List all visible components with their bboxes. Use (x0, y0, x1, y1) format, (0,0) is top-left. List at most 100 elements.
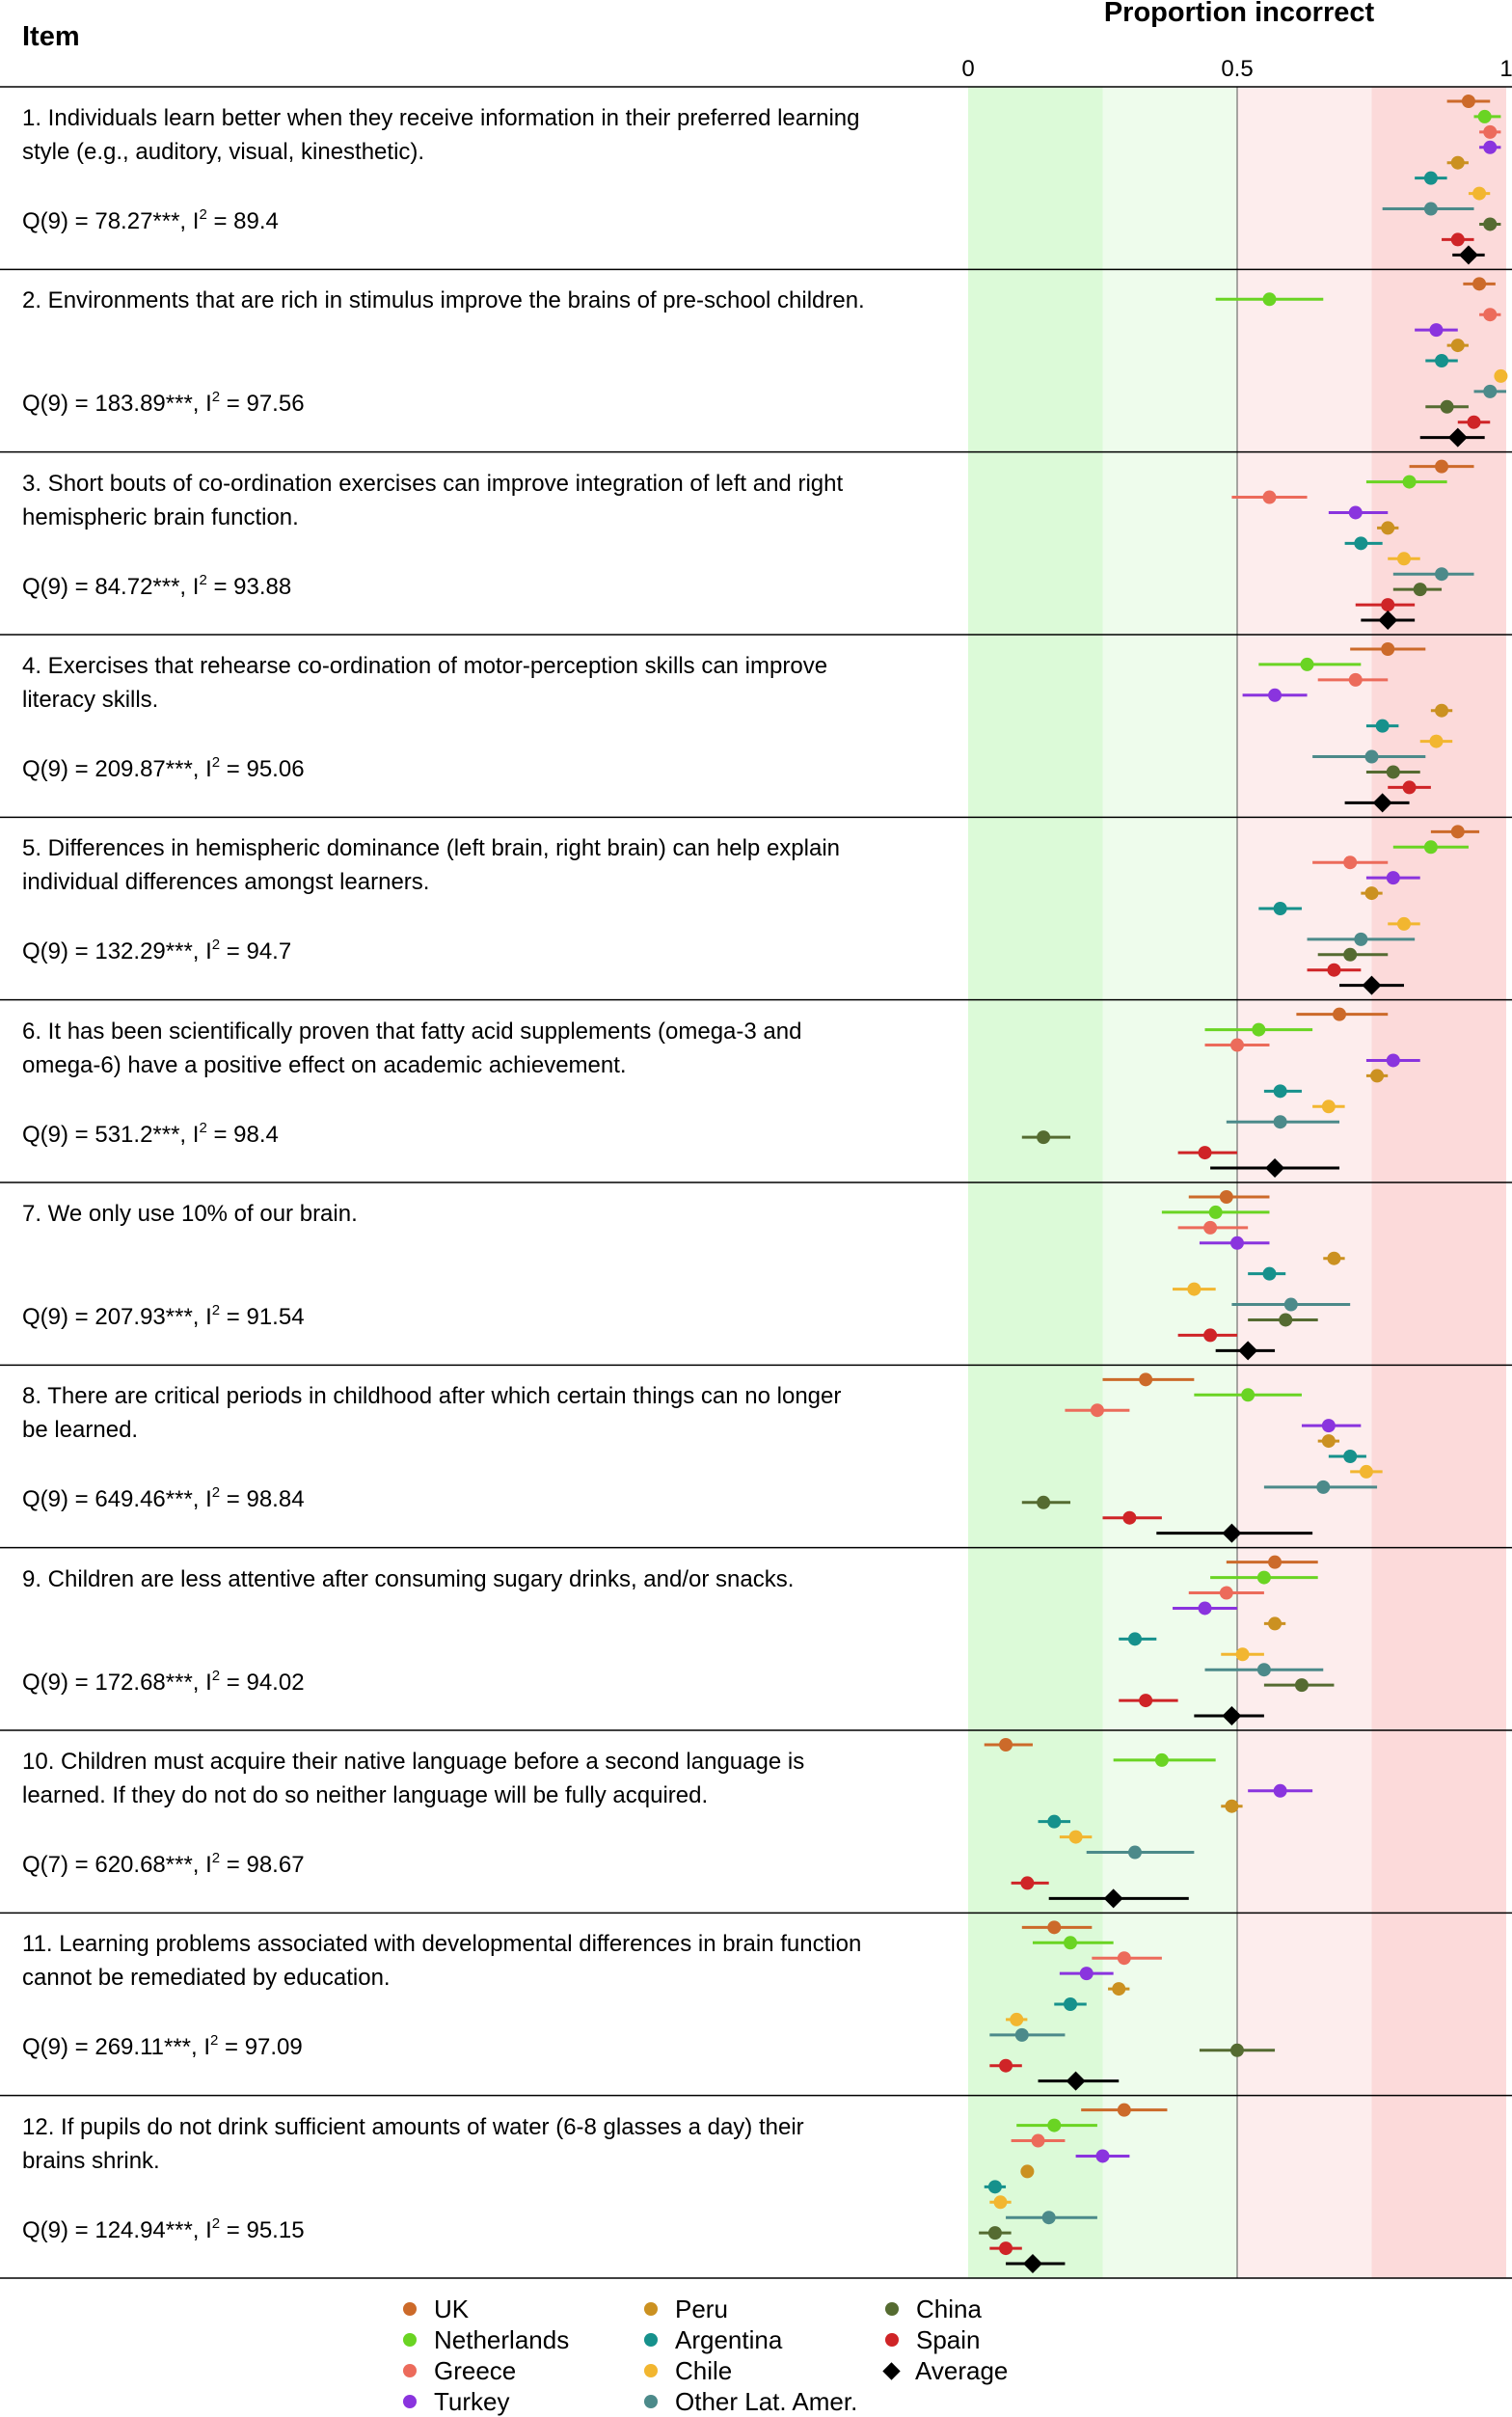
stat-value: = 94.02 (220, 1669, 305, 1696)
point-other-lat-amer- (1423, 202, 1438, 216)
point-chile (1321, 1100, 1336, 1114)
point-netherlands (1064, 1936, 1078, 1950)
legend-marker (644, 2395, 658, 2409)
point-peru (1268, 1616, 1282, 1631)
point-peru (1112, 1982, 1126, 1996)
legend-marker (644, 2333, 658, 2348)
stat-superscript: 2 (211, 1302, 221, 1318)
proportion-axis-title: Proportion incorrect (1103, 0, 1375, 28)
point-average (1372, 793, 1392, 813)
stat-label: Q(9) = 531.2***, I (22, 1121, 200, 1148)
point-other-lat-amer- (1435, 567, 1449, 582)
item-text: 6. It has been scientifically proven tha… (22, 1018, 802, 1078)
legend-label: Other Lat. Amer. (675, 2387, 858, 2416)
point-other-lat-amer- (1316, 1480, 1331, 1494)
point-greece (1348, 672, 1363, 687)
stat-label: Q(9) = 132.29***, I (22, 938, 212, 965)
item-statistic: Q(9) = 132.29***, I2 = 94.7 (22, 937, 291, 965)
stat-value: = 98.84 (220, 1486, 305, 1513)
legend-label: Netherlands (434, 2325, 570, 2354)
legend-item: Greece (403, 2355, 516, 2386)
item-statistic: Q(9) = 84.72***, I2 = 93.88 (22, 573, 292, 601)
stat-label: Q(9) = 207.93***, I (22, 1304, 212, 1330)
point-netherlands (1047, 2118, 1062, 2132)
point-greece (1262, 490, 1277, 504)
point-netherlands (1154, 1752, 1169, 1767)
point-peru (1435, 703, 1449, 718)
point-argentina (1423, 171, 1438, 185)
point-uk (1472, 277, 1487, 291)
point-turkey (1268, 688, 1282, 702)
item-text: 10. Children must acquire their native l… (22, 1749, 805, 1808)
point-spain (1381, 598, 1395, 612)
legend-item: UK (403, 2294, 469, 2324)
item-text: 2. Environments that are rich in stimulu… (22, 287, 865, 314)
point-other-lat-amer- (1041, 2211, 1056, 2225)
item-text: 3. Short bouts of co-ordination exercise… (22, 470, 844, 530)
item-statistic: Q(9) = 269.11***, I2 = 97.09 (22, 2033, 303, 2061)
legend-marker (882, 2361, 901, 2380)
point-turkey (1321, 1419, 1336, 1433)
point-argentina (1127, 1632, 1142, 1646)
point-china (1483, 217, 1498, 231)
x-tick-label-0: 0 (961, 56, 974, 82)
point-turkey (1483, 140, 1498, 154)
point-other-lat-amer- (1273, 1115, 1287, 1129)
legend-label: China (916, 2295, 982, 2323)
point-argentina (1354, 536, 1368, 551)
point-turkey (1386, 1053, 1400, 1068)
point-peru (1450, 155, 1465, 170)
point-other-lat-amer- (1354, 932, 1368, 946)
point-average (1265, 1158, 1285, 1178)
stat-superscript: 2 (199, 1119, 207, 1136)
stat-value: = 93.88 (206, 573, 292, 600)
legend-label: Peru (675, 2295, 728, 2323)
point-turkey (1079, 1967, 1094, 1981)
legend-label: Chile (675, 2356, 733, 2385)
point-netherlands (1423, 840, 1438, 855)
point-argentina (1375, 719, 1390, 733)
stat-superscript: 2 (211, 1667, 221, 1684)
point-average (1378, 611, 1398, 630)
point-turkey (1230, 1236, 1244, 1250)
point-turkey (1386, 871, 1400, 885)
point-netherlands (1208, 1205, 1223, 1219)
stat-label: Q(7) = 620.68***, I (22, 1852, 212, 1878)
stat-value: = 95.06 (220, 756, 305, 782)
legend-marker (403, 2302, 417, 2317)
stat-label: Q(9) = 649.46***, I (22, 1486, 212, 1513)
point-greece (1090, 1403, 1104, 1418)
item-statistic: Q(9) = 183.89***, I2 = 97.56 (22, 390, 305, 418)
point-chile (1429, 734, 1444, 748)
legend-marker (403, 2395, 417, 2409)
x-tick-label-2: 1 (1499, 56, 1512, 82)
item-column-header: Item (22, 21, 80, 52)
point-uk (1139, 1372, 1153, 1387)
item-text: 7. We only use 10% of our brain. (22, 1201, 358, 1227)
legend-item: Average (882, 2355, 1008, 2386)
point-spain (999, 2241, 1013, 2256)
point-turkey (1273, 1783, 1287, 1798)
point-average (1362, 975, 1382, 995)
point-turkey (1429, 323, 1444, 338)
legend-label: Spain (916, 2325, 981, 2354)
legend-label: Turkey (434, 2387, 510, 2416)
legend-item: Turkey (403, 2386, 510, 2417)
point-greece (1343, 855, 1358, 870)
point-china (1440, 399, 1454, 414)
point-spain (1139, 1694, 1153, 1708)
point-chile (1235, 1647, 1250, 1662)
point-greece (1203, 1220, 1218, 1235)
point-chile (1472, 186, 1487, 201)
point-turkey (1198, 1601, 1212, 1616)
point-other-lat-amer- (1256, 1663, 1271, 1677)
point-average (1222, 1706, 1242, 1725)
point-peru (1020, 2164, 1035, 2179)
point-average (1022, 2254, 1042, 2273)
point-chile (1068, 1830, 1083, 1844)
point-peru (1381, 521, 1395, 535)
point-spain (999, 2058, 1013, 2073)
point-other-lat-amer- (1483, 384, 1498, 398)
item-statistic: Q(9) = 207.93***, I2 = 91.54 (22, 1302, 305, 1331)
point-other-lat-amer- (1127, 1845, 1142, 1860)
